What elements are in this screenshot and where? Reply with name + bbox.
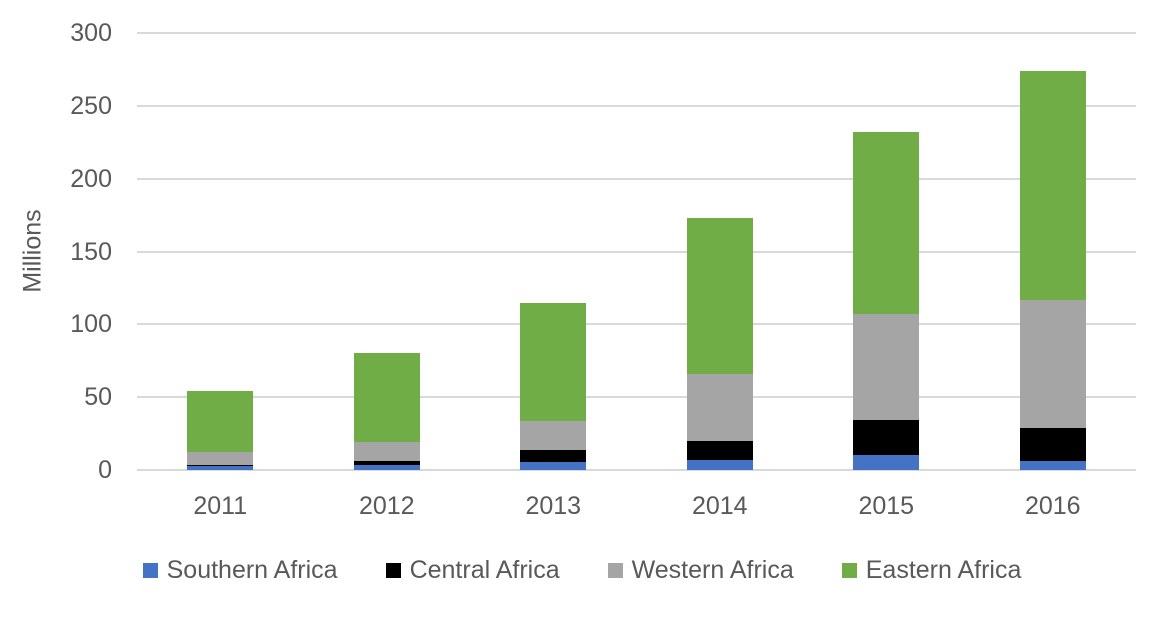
y-tick-label: 50 (84, 383, 112, 412)
legend-item-central-africa: Central Africa (385, 556, 560, 585)
bar-segment-western-africa (187, 451, 254, 465)
gridline-300 (137, 32, 1136, 34)
bar-segment-central-africa (520, 450, 587, 462)
bar-segment-eastern-africa (686, 218, 753, 374)
gridline-250 (137, 104, 1136, 107)
y-tick-label: 150 (70, 237, 112, 266)
x-tick-label: 2015 (858, 492, 915, 520)
bar-segment-southern-africa (686, 459, 753, 470)
bar-segment-central-africa (853, 420, 920, 456)
legend-swatch-central-africa (385, 563, 401, 578)
bar-segment-central-africa (1019, 427, 1086, 462)
y-tick-label: 100 (70, 310, 112, 339)
bar-2016 (1019, 70, 1086, 470)
bar-2013 (520, 302, 587, 470)
bar-segment-southern-africa (853, 455, 920, 470)
bar-segment-eastern-africa (520, 302, 587, 422)
x-tick-label: 2012 (358, 492, 415, 520)
bar-2014 (686, 218, 753, 470)
gridline-50 (137, 396, 1136, 399)
bar-segment-eastern-africa (1019, 70, 1086, 300)
bar-segment-eastern-africa (187, 391, 254, 452)
legend-item-southern-africa: Southern Africa (142, 556, 338, 585)
x-tick-label: 2016 (1024, 492, 1081, 520)
bar-segment-central-africa (686, 440, 753, 460)
gridline-0 (137, 469, 1136, 471)
plot-area (137, 32, 1136, 471)
y-tick-label: 200 (70, 164, 112, 193)
legend-label: Western Africa (631, 556, 794, 584)
y-tick-label: 300 (70, 19, 112, 47)
bar-segment-western-africa (520, 421, 587, 451)
bar-segment-southern-africa (520, 462, 587, 470)
bar-segment-western-africa (853, 314, 920, 421)
y-tick-label: 0 (98, 456, 112, 484)
legend-swatch-western-africa (607, 563, 623, 578)
bar-2011 (187, 391, 254, 470)
gridline-100 (137, 323, 1136, 326)
x-tick-label: 2013 (525, 492, 582, 520)
bar-segment-southern-africa (1019, 461, 1086, 470)
y-tick-label: 250 (70, 91, 112, 120)
bar-2012 (353, 353, 420, 470)
bar-2015 (853, 132, 920, 470)
bar-segment-southern-africa (187, 465, 254, 470)
legend-item-western-africa: Western Africa (607, 556, 794, 585)
bar-segment-western-africa (686, 373, 753, 441)
legend-swatch-eastern-africa (841, 563, 857, 578)
bar-segment-central-africa (187, 464, 254, 466)
legend-label: Central Africa (409, 556, 560, 584)
legend-label: Eastern Africa (865, 556, 1022, 584)
legend-swatch-southern-africa (142, 563, 158, 578)
gridline-200 (137, 177, 1136, 180)
bar-segment-eastern-africa (353, 353, 420, 442)
x-tick-label: 2011 (193, 492, 248, 520)
bar-segment-western-africa (1019, 299, 1086, 428)
gridline-150 (137, 250, 1136, 253)
bar-segment-western-africa (353, 441, 420, 462)
bar-segment-southern-africa (353, 464, 420, 470)
legend-item-eastern-africa: Eastern Africa (841, 556, 1022, 585)
x-tick-label: 2014 (691, 492, 748, 520)
bar-segment-central-africa (353, 461, 420, 465)
legend: Southern Africa Central Africa Western Afr… (0, 556, 1164, 585)
legend-label: Southern Africa (166, 556, 338, 584)
bar-segment-eastern-africa (853, 132, 920, 315)
